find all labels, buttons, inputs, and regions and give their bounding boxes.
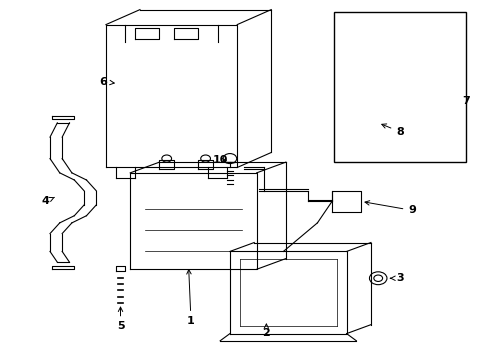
Text: 1: 1	[186, 270, 195, 326]
Text: 10: 10	[212, 156, 227, 165]
Text: 4: 4	[41, 197, 54, 206]
Text: 5: 5	[117, 307, 124, 332]
Text: 6: 6	[100, 77, 114, 87]
Text: 2: 2	[262, 324, 270, 338]
Bar	[334, 12, 465, 162]
Text: 9: 9	[364, 201, 415, 215]
Text: 8: 8	[381, 124, 403, 137]
Text: 3: 3	[390, 273, 403, 283]
Text: 7: 7	[461, 96, 468, 107]
